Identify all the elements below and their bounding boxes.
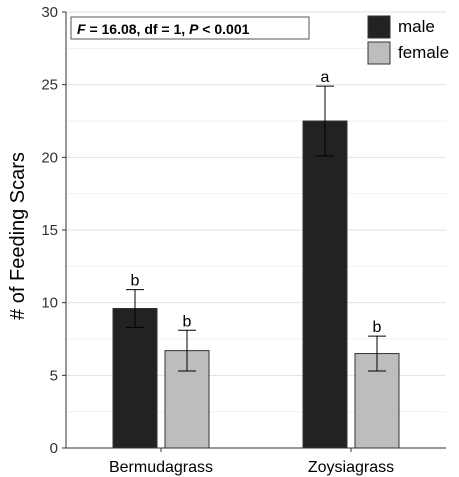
stat-annotation-part: = 16.08, df = 1, — [86, 21, 190, 37]
y-axis-label: # of Feeding Scars — [7, 152, 29, 320]
y-tick-label: 15 — [41, 222, 58, 239]
significance-letter: b — [131, 273, 140, 290]
stat-annotation: F = 16.08, df = 1, P < 0.001 — [70, 16, 310, 40]
y-tick-label: 20 — [41, 149, 58, 166]
stat-annotation-part: F — [77, 21, 86, 37]
y-tick-label: 10 — [41, 295, 58, 312]
significance-letter: a — [321, 69, 330, 86]
legend-swatch — [367, 41, 391, 65]
stat-annotation-box — [70, 16, 310, 40]
axes: 0 5 10 15 20 25 30 Bermudagrass Zoysiagrass — [41, 4, 446, 476]
legend-swatch — [367, 15, 391, 39]
bars: b b a b — [112, 69, 400, 449]
y-tick-label: 25 — [41, 77, 58, 94]
y-tick-label: 0 — [50, 440, 58, 457]
legend: male female — [367, 15, 449, 65]
significance-letter: b — [373, 319, 382, 336]
x-tick-label: Bermudagrass — [109, 459, 213, 476]
legend-label: female — [398, 43, 449, 62]
stat-annotation-part: < 0.001 — [198, 21, 249, 37]
significance-letter: b — [183, 313, 192, 330]
x-tick-label: Zoysiagrass — [308, 459, 394, 476]
legend-label: male — [398, 17, 435, 36]
stat-annotation-part: P — [189, 21, 199, 37]
stat-annotation-text: F = 16.08, df = 1, P < 0.001 — [77, 21, 250, 37]
bar — [112, 307, 158, 449]
y-tick-label: 5 — [50, 367, 58, 384]
gridlines — [66, 11, 446, 449]
bar — [302, 120, 348, 449]
y-tick-label: 30 — [41, 4, 58, 21]
